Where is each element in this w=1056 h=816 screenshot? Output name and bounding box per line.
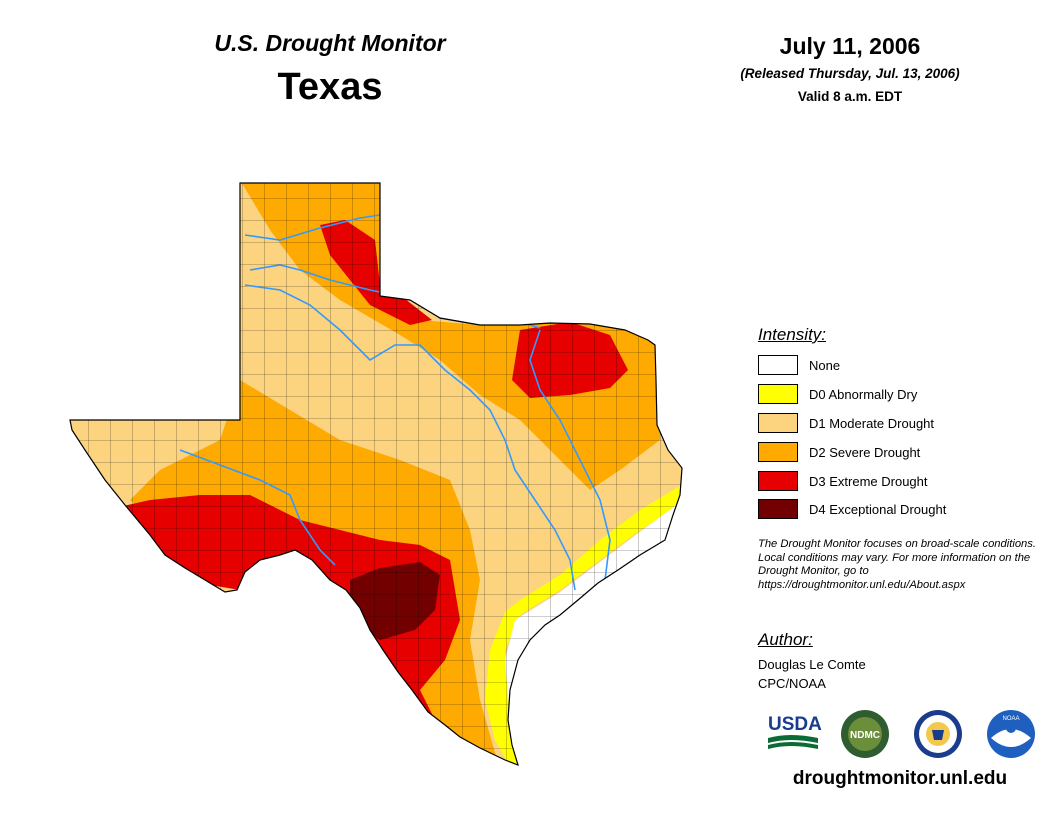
date-title: July 11, 2006 — [779, 33, 921, 59]
monitor-title: U.S. Drought Monitor — [214, 30, 446, 56]
legend-swatch — [758, 384, 798, 404]
legend-item-d1: D1 Moderate Drought — [758, 413, 1018, 435]
noaa-logo-text: NOAA — [1002, 716, 1019, 722]
valid-time: Valid 8 a.m. EDT — [797, 89, 903, 104]
legend-label: D2 Severe Drought — [809, 445, 921, 460]
legend-item-d4: D4 Exceptional Drought — [758, 499, 1018, 521]
state-title: Texas — [277, 66, 383, 108]
legend-label: D1 Moderate Drought — [809, 416, 935, 431]
county-boundaries — [70, 183, 682, 765]
author-heading: Author: — [758, 630, 813, 649]
author-name: Douglas Le Comte — [758, 657, 866, 672]
legend-item-d0: D0 Abnormally Dry — [758, 384, 1018, 406]
disclaimer-note: The Drought Monitor focuses on broad-sca… — [758, 538, 1036, 591]
author-org: CPC/NOAA — [758, 676, 826, 691]
legend-swatch — [758, 355, 798, 375]
doc-seal-icon — [914, 710, 962, 758]
legend-item-none: None — [758, 355, 1018, 377]
legend-swatch — [758, 471, 798, 491]
release-date: (Released Thursday, Jul. 13, 2006) — [740, 66, 960, 81]
legend-item-d3: D3 Extreme Drought — [758, 471, 1018, 493]
legend-item-d2: D2 Severe Drought — [758, 442, 1018, 464]
site-url-link[interactable]: droughtmonitor.unl.edu — [792, 768, 1008, 789]
legend-swatch — [758, 442, 798, 462]
river-pecos — [179, 449, 336, 566]
legend-label: None — [809, 358, 841, 373]
partner-logos: USDA NDMC NOAA — [768, 710, 1035, 758]
legend-label: D4 Exceptional Drought — [809, 502, 947, 517]
river-brazos — [244, 284, 576, 591]
river-trinity — [529, 329, 611, 601]
ndmc-logo-icon: NDMC — [841, 710, 889, 758]
ndmc-logo-text: NDMC — [850, 730, 880, 741]
legend-label: D3 Extreme Drought — [809, 474, 928, 489]
noaa-logo-icon: NOAA — [987, 710, 1035, 758]
legend-swatch — [758, 413, 798, 433]
usda-logo-text: USDA — [768, 714, 822, 735]
legend-swatch — [758, 499, 798, 519]
usda-logo-icon: USDA — [768, 714, 822, 749]
legend-label: D0 Abnormally Dry — [809, 387, 918, 402]
legend-heading: Intensity: — [758, 325, 827, 344]
river-canadian — [244, 214, 381, 241]
texas-drought-map — [69, 182, 683, 766]
